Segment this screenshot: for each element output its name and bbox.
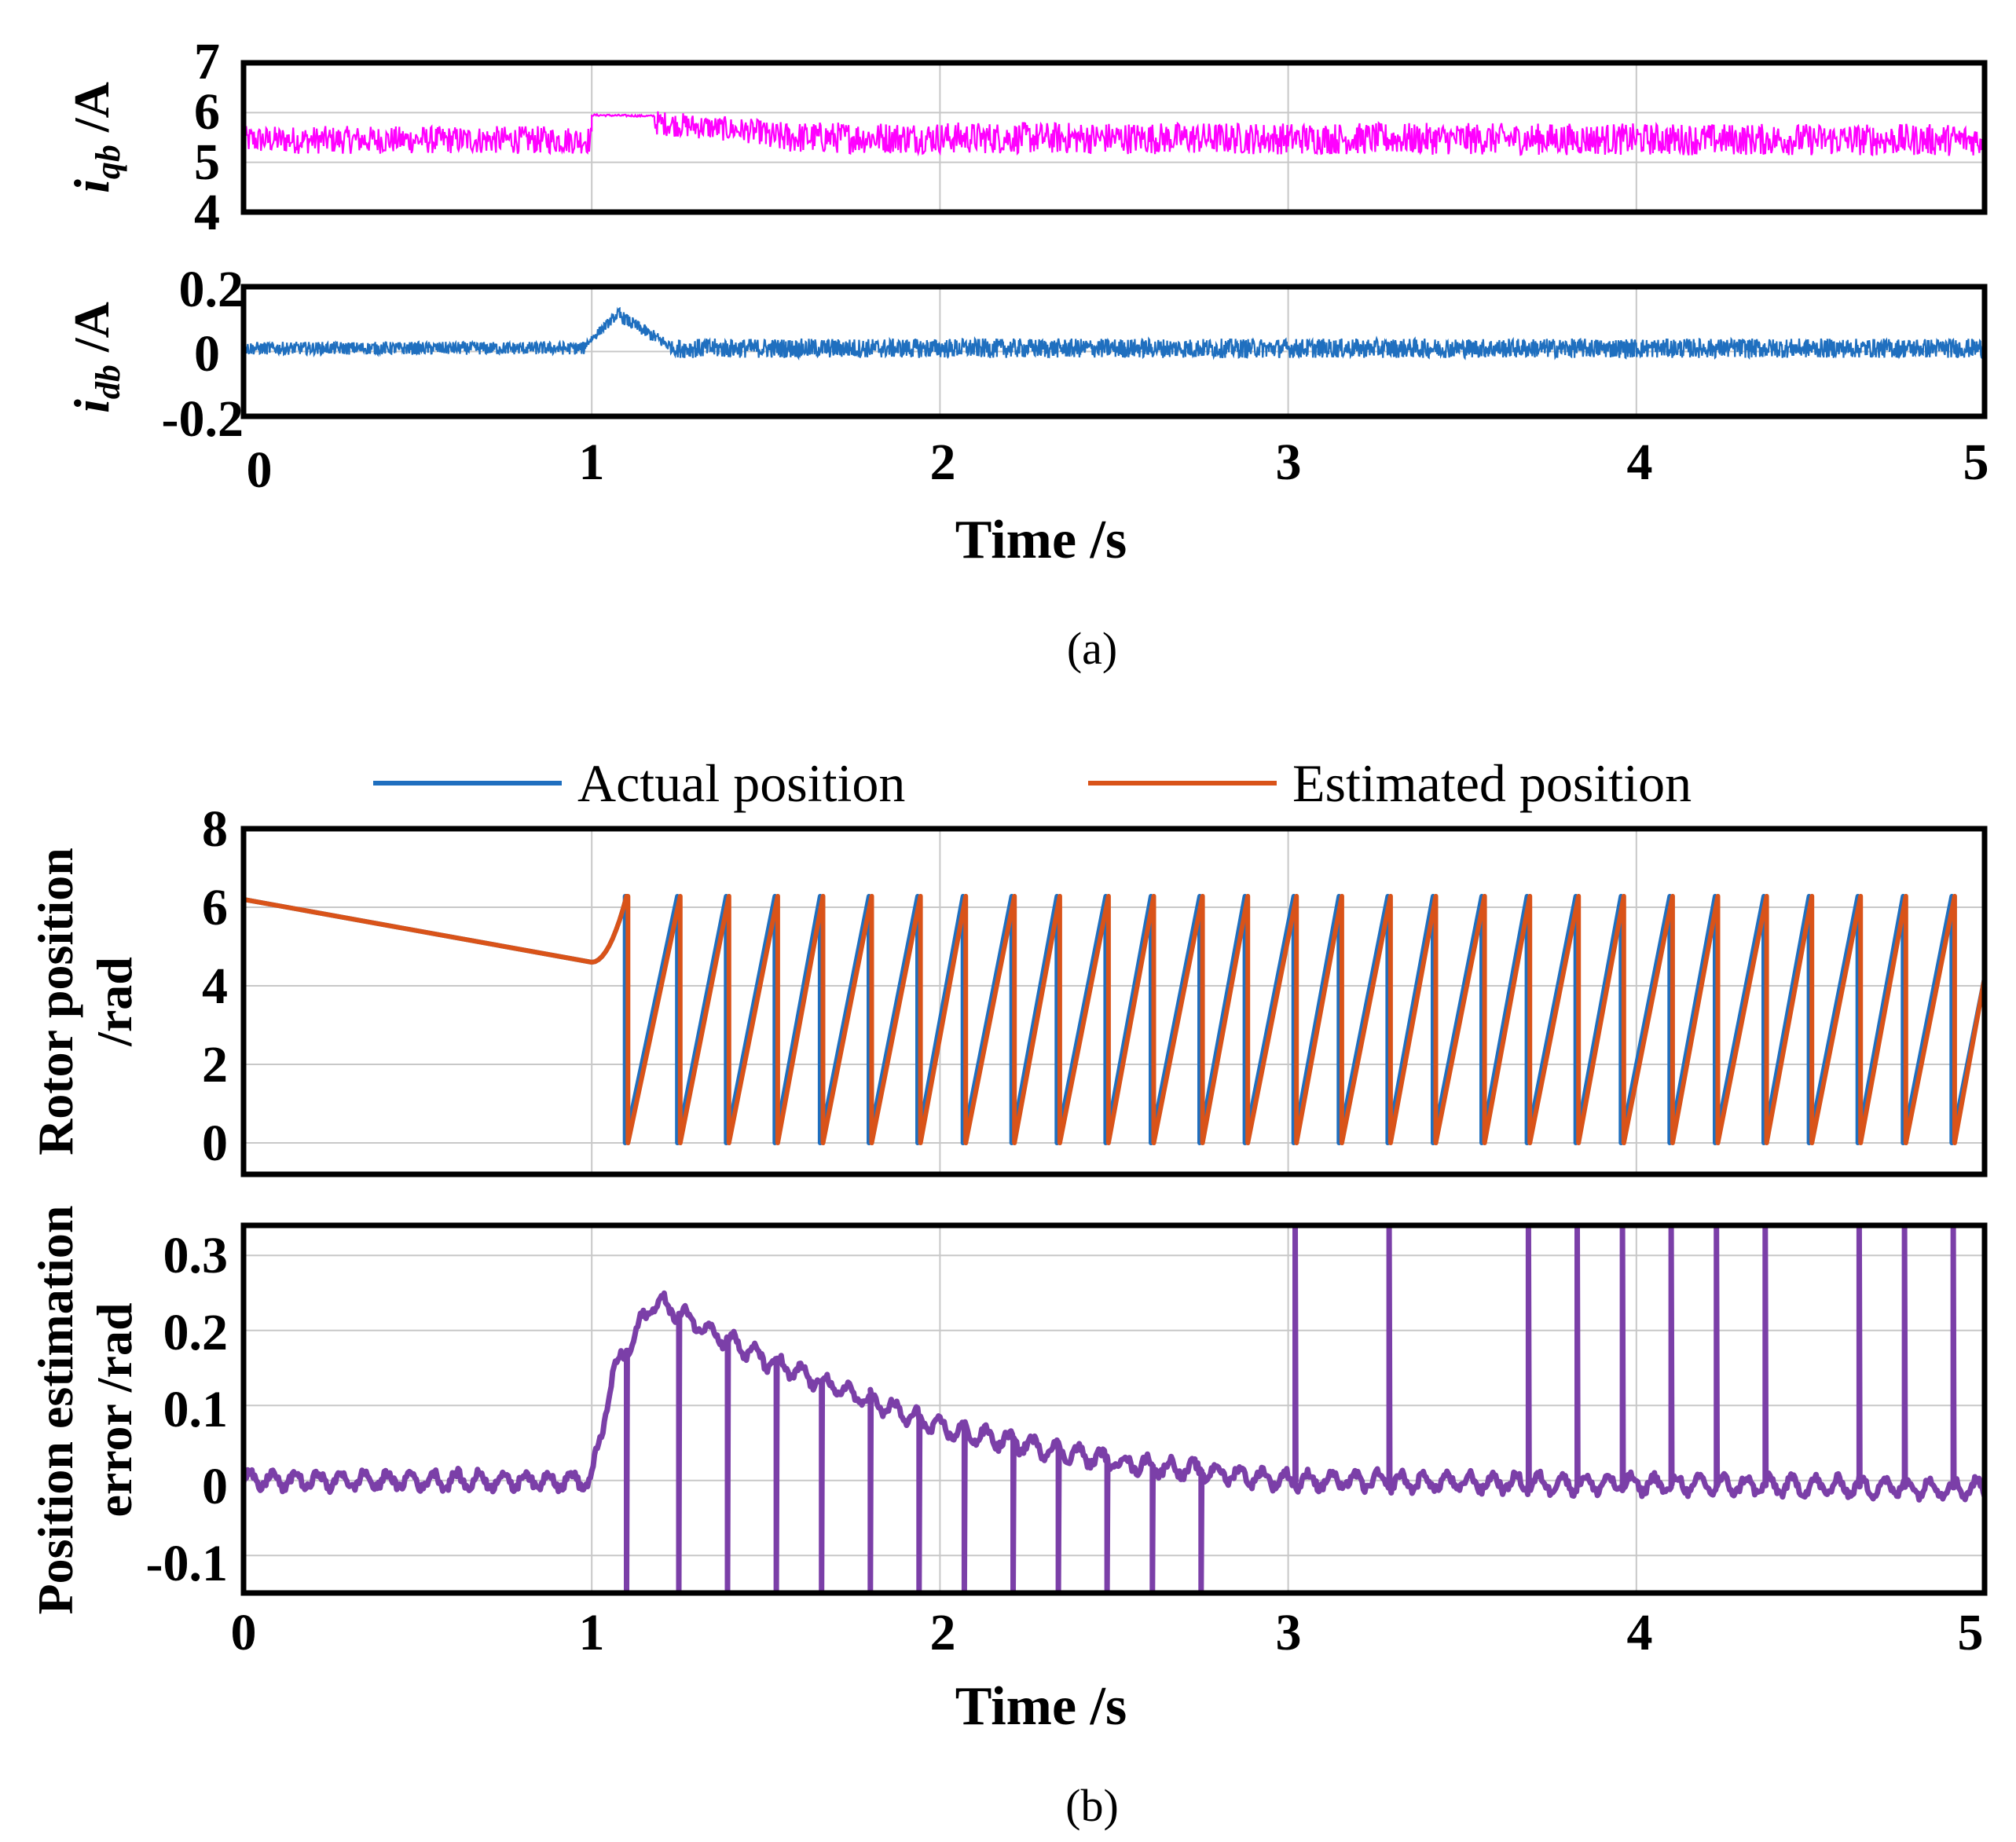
- ytick-b1-0: 0: [202, 1115, 228, 1172]
- ylabel-iqb-main: i: [64, 179, 119, 193]
- xtick-b2-0: 0: [231, 1604, 257, 1661]
- ylabel-idb: idb /A: [64, 302, 127, 413]
- yticks-b1: 0 2 4 6 8: [202, 800, 228, 1172]
- legend-label-actual: Actual position: [577, 753, 905, 813]
- ytick-a1-2: 5: [194, 134, 220, 191]
- xtick-a2-3: 3: [1276, 434, 1302, 491]
- ytick-b2-1: 0.2: [163, 1304, 229, 1361]
- ytick-b2-0: 0.3: [163, 1227, 229, 1284]
- xlabel-b: Time /s: [955, 1676, 1127, 1737]
- ylabel-iqb: iqb /A: [64, 82, 127, 193]
- ylabel-rotor-line2: /rad: [86, 957, 142, 1047]
- ylabel-error-line1: Position estimation: [27, 1206, 83, 1615]
- ylabel-error-line2: error /rad: [86, 1302, 142, 1517]
- grid-a1: [244, 63, 1985, 212]
- series-a2: [242, 306, 1986, 361]
- line-iqb: [242, 111, 1986, 157]
- series-b1: [243, 894, 1987, 1145]
- line-estimated-position: [243, 894, 1987, 1145]
- ytick-a1-3: 4: [194, 184, 220, 241]
- xtick-b2-2: 2: [930, 1604, 956, 1661]
- ylabel-error: Position estimationerror /rad: [27, 1206, 142, 1615]
- ytick-b1-1: 2: [202, 1036, 228, 1093]
- legend-label-estimated: Estimated position: [1292, 753, 1692, 813]
- ytick-a2-1: 0: [194, 325, 220, 383]
- ylabel-rotor-line1: Rotor position: [27, 848, 83, 1155]
- ylabel-iqb-sub: qb: [89, 145, 127, 179]
- ytick-b1-3: 6: [202, 879, 228, 936]
- grid-b2: [244, 1225, 1985, 1593]
- line-idb: [242, 306, 1986, 361]
- caption-a: (a): [1067, 623, 1117, 674]
- xtick-b2-1: 1: [579, 1604, 605, 1661]
- frame-b2: [240, 1222, 1988, 1596]
- ytick-a1-0: 7: [194, 33, 220, 90]
- xtick-a2-1: 1: [579, 434, 605, 491]
- ylabel-iqb-unit: /A: [64, 82, 119, 145]
- panel-iqb: 7 6 5 4 iqb /A: [64, 33, 1988, 241]
- frame-b1: [240, 826, 1988, 1177]
- xtick-a2-5: 5: [1963, 434, 1989, 491]
- ytick-b2-4: -0.1: [146, 1535, 228, 1592]
- frame-a2: [240, 284, 1988, 419]
- grid-b1: [244, 829, 1985, 1174]
- ytick-b2-3: 0: [202, 1458, 228, 1515]
- xtick-b2-4: 4: [1627, 1604, 1653, 1661]
- caption-b: (b): [1065, 1780, 1119, 1831]
- series-b2: [240, 1222, 1988, 1596]
- xtick-b2-3: 3: [1276, 1604, 1302, 1661]
- ytick-b1-2: 4: [202, 958, 228, 1015]
- ylabel-rotor: Rotor position/rad: [27, 848, 142, 1155]
- panel-idb: 0.2 0 -0.2 0 1 2 3 4 5 Time /s idb /A: [64, 261, 1989, 570]
- frame-a1: [240, 60, 1988, 215]
- ytick-a2-0: 0.2: [179, 261, 244, 318]
- ytick-b1-4: 8: [202, 800, 228, 858]
- xtick-a2-0: 0: [247, 441, 273, 499]
- xtick-b2-5: 5: [1958, 1604, 1984, 1661]
- legend: Actual position Estimated position: [373, 753, 1692, 813]
- line-position-error: [240, 1222, 1988, 1596]
- ylabel-idb-unit: /A: [64, 302, 119, 364]
- ytick-a1-1: 6: [194, 83, 220, 141]
- panel-position-error: 0.3 0.2 0.1 0 -0.1 0 1 2 3 4 5 Time /s P…: [27, 1206, 1988, 1737]
- xtick-a2-2: 2: [930, 434, 956, 491]
- ylabel-idb-main: i: [64, 399, 119, 413]
- ytick-b2-2: 0.1: [163, 1381, 229, 1438]
- ylabel-idb-sub: db: [89, 364, 127, 399]
- panel-rotor-position: 0 2 4 6 8 Rotor position/rad: [27, 800, 1988, 1177]
- xtick-a2-4: 4: [1627, 434, 1653, 491]
- series-a1: [242, 111, 1986, 157]
- ytick-a2-2: -0.2: [162, 390, 244, 448]
- xlabel-a: Time /s: [955, 510, 1127, 570]
